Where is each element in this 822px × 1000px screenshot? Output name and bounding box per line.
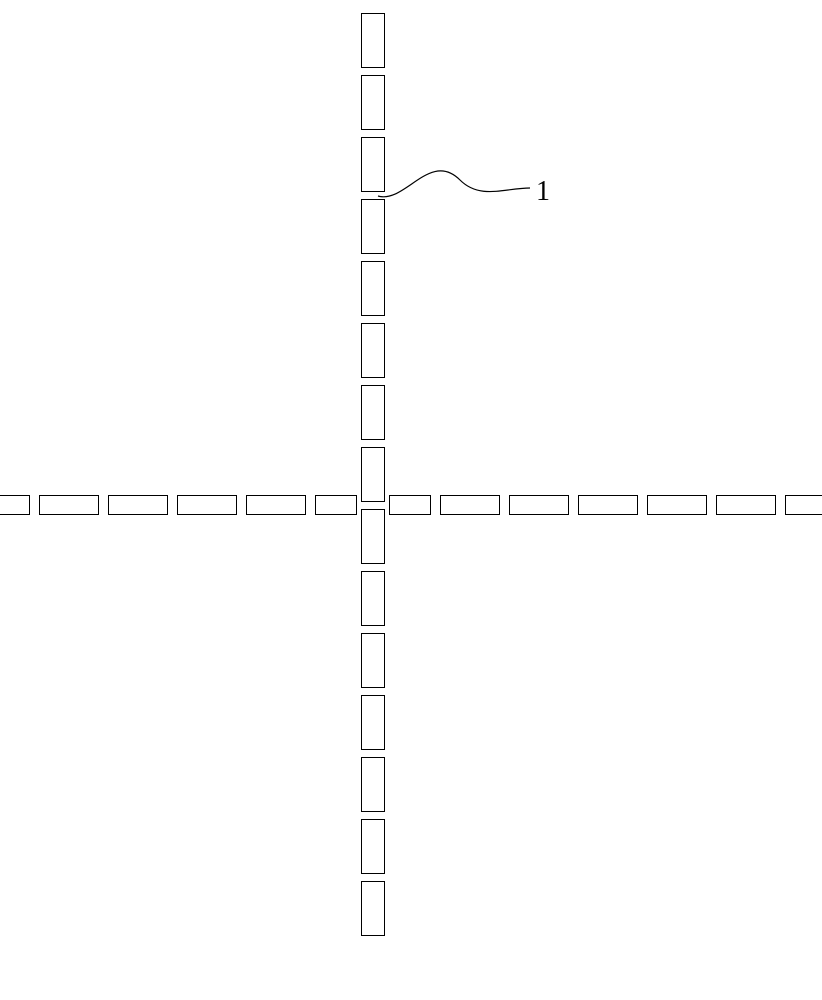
callout-leader-line (0, 0, 822, 1000)
diagram-container: 1 (0, 0, 822, 1000)
callout-label: 1 (536, 176, 550, 208)
